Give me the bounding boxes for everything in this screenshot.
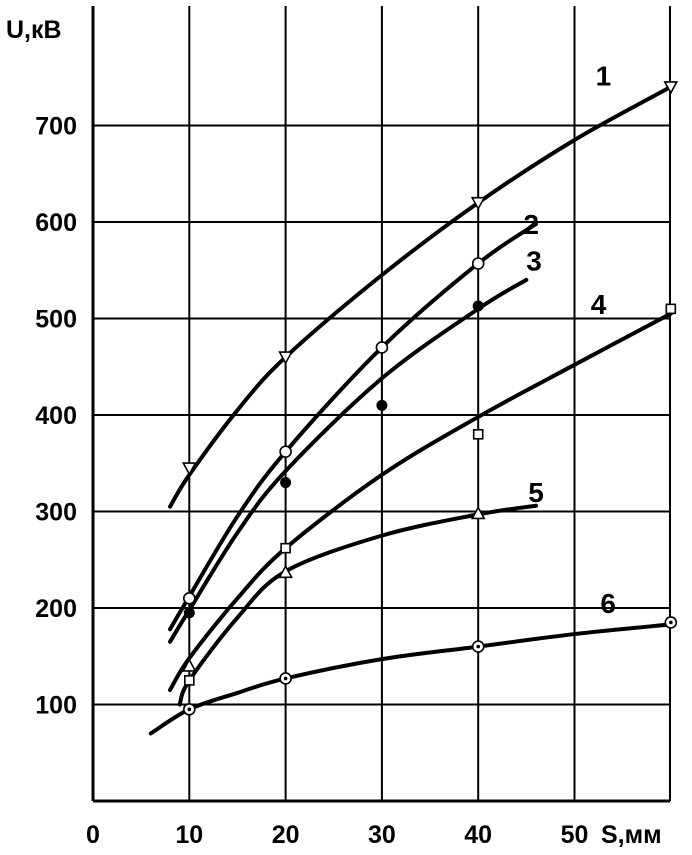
data-point-square-open bbox=[280, 542, 291, 554]
data-curves bbox=[148, 84, 673, 736]
x-tick-label: 10 bbox=[175, 821, 203, 849]
plot-frame bbox=[91, 6, 671, 803]
data-point-circle-filled bbox=[183, 607, 195, 619]
data-point-square-open bbox=[472, 428, 484, 440]
data-point-square-open bbox=[184, 675, 195, 686]
x-tick-label: 30 bbox=[368, 821, 396, 849]
data-point-circle-filled bbox=[280, 477, 292, 489]
curve-1 bbox=[168, 84, 673, 509]
data-point-triangle-up bbox=[278, 564, 293, 579]
curve-label-4: 4 bbox=[591, 289, 607, 320]
data-point-triangle-up bbox=[470, 505, 486, 520]
y-tick-label: 700 bbox=[35, 113, 77, 141]
y-tick-label: 400 bbox=[35, 402, 77, 430]
data-markers bbox=[181, 81, 679, 716]
curve-3 bbox=[168, 277, 529, 644]
y-tick-label: 200 bbox=[35, 595, 77, 623]
y-tick-label: 500 bbox=[35, 306, 77, 334]
curve-label-2: 2 bbox=[523, 209, 539, 240]
y-tick-label: 300 bbox=[35, 499, 77, 527]
curve-6 bbox=[148, 622, 673, 736]
data-point-circle-open bbox=[375, 341, 389, 354]
curve-label-5: 5 bbox=[528, 477, 544, 508]
data-point-circle-dot bbox=[471, 640, 485, 653]
y-axis-title: U,кВ bbox=[6, 16, 62, 44]
x-tick-label: 0 bbox=[86, 821, 100, 849]
x-axis-title: S,мм bbox=[601, 821, 662, 849]
x-tick-label: 50 bbox=[561, 821, 589, 849]
curve-4 bbox=[168, 311, 673, 693]
y-tick-label: 600 bbox=[35, 209, 77, 237]
curve-label-3: 3 bbox=[526, 246, 542, 277]
data-point-triangle-down bbox=[278, 351, 293, 365]
data-point-circle-dot bbox=[183, 703, 196, 716]
data-point-circle-filled bbox=[472, 300, 484, 312]
data-point-triangle-down bbox=[663, 81, 679, 95]
data-point-triangle-up bbox=[181, 658, 197, 672]
curve-label-6: 6 bbox=[600, 588, 616, 619]
x-tick-label: 40 bbox=[464, 821, 492, 849]
data-point-circle-filled bbox=[376, 399, 388, 411]
x-tick-label: 20 bbox=[272, 821, 300, 849]
x-tick-labels: 0 10 20 30 40 50 bbox=[86, 821, 588, 849]
data-point-circle-open bbox=[279, 445, 292, 458]
curve-labels: 1 2 3 4 5 6 bbox=[523, 60, 616, 619]
data-point-triangle-down bbox=[181, 462, 197, 476]
data-point-circle-dot bbox=[664, 616, 678, 629]
data-point-triangle-down bbox=[470, 196, 486, 211]
y-tick-labels: 100 200 300 400 500 600 700 bbox=[35, 113, 77, 720]
data-point-circle-dot bbox=[279, 672, 292, 685]
data-point-circle-open bbox=[183, 592, 196, 605]
data-point-circle-open bbox=[471, 257, 485, 270]
data-point-square-open bbox=[665, 303, 677, 315]
y-tick-label: 100 bbox=[35, 692, 77, 720]
curve-label-1: 1 bbox=[596, 60, 612, 91]
